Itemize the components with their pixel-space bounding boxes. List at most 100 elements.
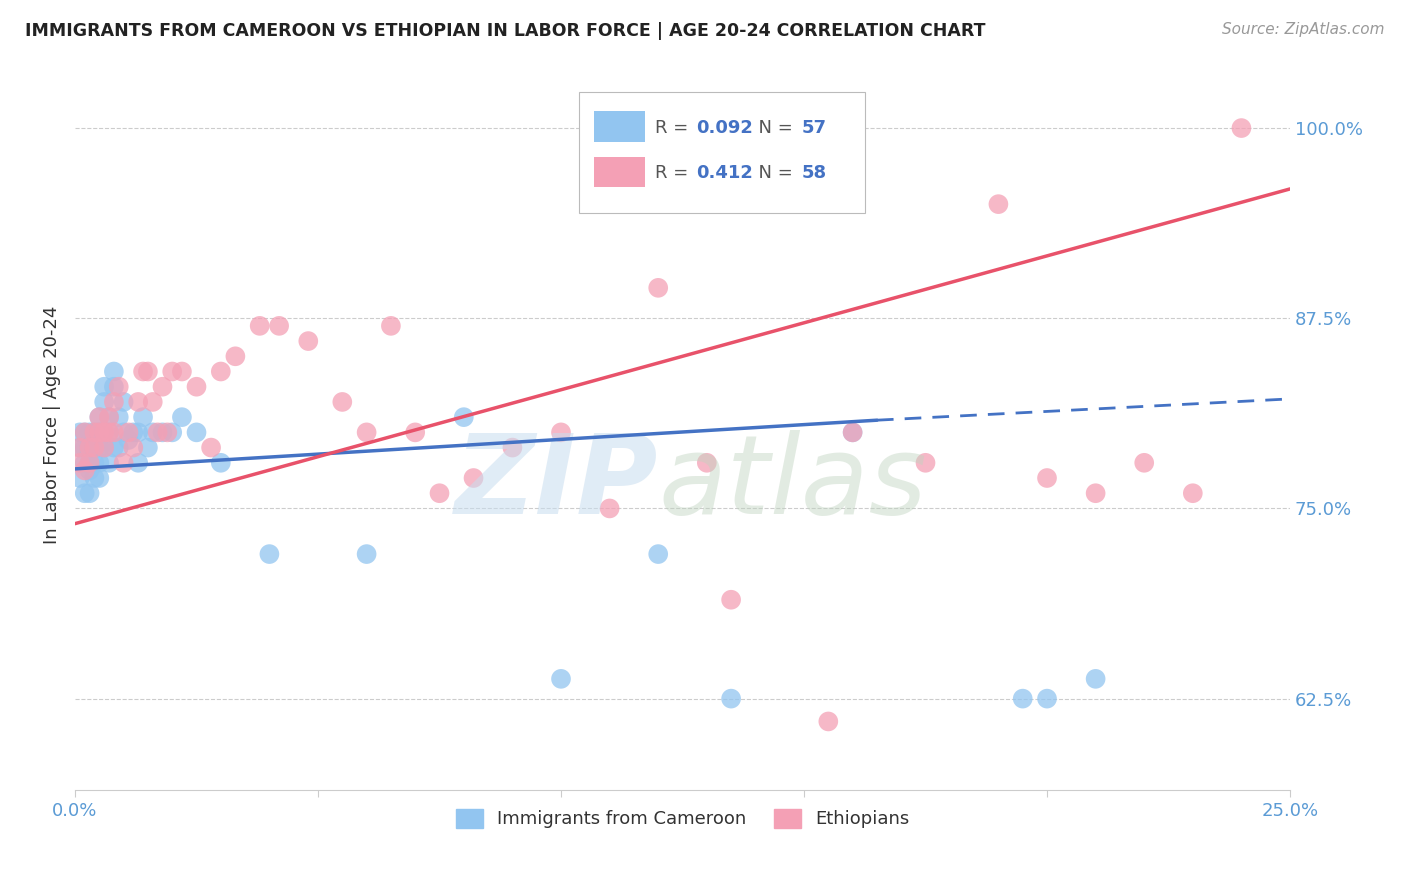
Point [160,364,183,378]
Point [103,441,125,455]
Point [79,425,101,440]
Bar [593,157,645,187]
Point [224,349,246,363]
Text: atlas: atlas [658,430,927,537]
Point [79,441,101,455]
Text: R =: R = [655,164,693,182]
Point [89,456,111,470]
Point [841,425,863,440]
Point [429,486,451,500]
Point [69,441,91,455]
Point [249,318,271,333]
Point [89,410,111,425]
Point [93,425,115,440]
Point [89,425,111,440]
Point [83,456,105,470]
Point [112,395,135,409]
Point [93,425,115,440]
Point [453,410,475,425]
Point [209,364,232,378]
Point [380,318,402,333]
Point [98,410,121,425]
Text: 58: 58 [801,164,827,182]
Point [720,691,742,706]
Point [160,425,183,440]
Point [122,425,145,440]
Point [73,425,96,440]
Point [647,281,669,295]
Point [89,441,111,455]
Point [132,410,155,425]
Point [112,456,135,470]
Point [356,425,378,440]
Point [73,456,96,470]
Point [269,318,291,333]
Point [297,334,319,348]
Point [117,433,139,447]
Point [69,471,91,485]
FancyBboxPatch shape [579,93,865,213]
Point [550,672,572,686]
Point [136,364,159,378]
Point [136,441,159,455]
Text: 0.092: 0.092 [696,119,752,136]
Point [186,425,208,440]
Point [156,425,179,440]
Point [73,463,96,477]
Point [463,471,485,485]
Point [1133,456,1156,470]
Text: 57: 57 [801,119,827,136]
Point [1181,486,1204,500]
Point [107,410,129,425]
Point [170,410,193,425]
Point [1084,486,1107,500]
Point [170,364,193,378]
Point [107,441,129,455]
Point [93,441,115,455]
Point [89,471,111,485]
Point [89,425,111,440]
Point [83,425,105,440]
Point [720,592,742,607]
Point [79,463,101,477]
Point [1036,471,1059,485]
Text: ZIP: ZIP [454,430,658,537]
Point [93,380,115,394]
Point [127,395,149,409]
Point [783,167,806,181]
Point [1011,691,1033,706]
Point [69,425,91,440]
Point [112,425,135,440]
Point [1230,121,1253,136]
Point [127,456,149,470]
Point [841,425,863,440]
Point [132,364,155,378]
Text: 0.412: 0.412 [696,164,752,182]
Point [127,425,149,440]
Point [599,501,621,516]
Text: N =: N = [747,119,799,136]
Point [79,441,101,455]
Point [146,425,169,440]
Point [98,410,121,425]
Point [98,456,121,470]
Point [259,547,281,561]
Point [122,441,145,455]
Legend: Immigrants from Cameroon, Ethiopians: Immigrants from Cameroon, Ethiopians [449,802,917,836]
Point [142,395,165,409]
Point [83,471,105,485]
Point [73,486,96,500]
Point [1084,672,1107,686]
Point [93,441,115,455]
Point [79,456,101,470]
Point [98,425,121,440]
Point [404,425,426,440]
Point [817,714,839,729]
Point [914,456,936,470]
Point [107,380,129,394]
Point [550,425,572,440]
Y-axis label: In Labor Force | Age 20-24: In Labor Force | Age 20-24 [44,306,60,544]
Point [200,441,222,455]
Point [103,425,125,440]
Text: N =: N = [747,164,799,182]
